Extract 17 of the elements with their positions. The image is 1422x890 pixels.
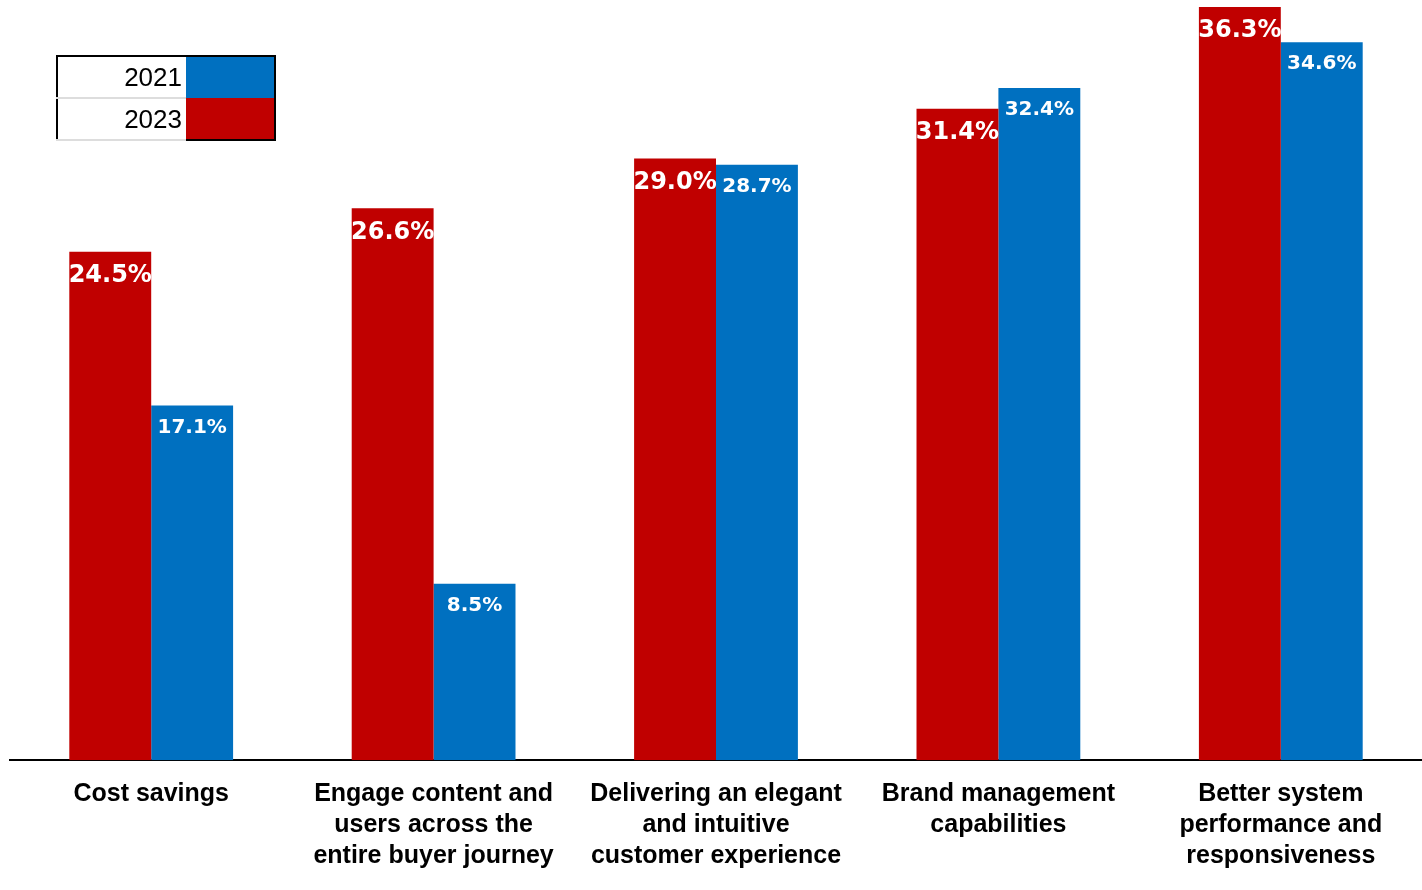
x-tick-label: Cost savings <box>73 777 229 806</box>
data-label: 31.4% <box>915 116 1000 145</box>
data-label: 32.4% <box>1004 96 1075 121</box>
data-label: 24.5% <box>68 260 152 289</box>
legend-label: 2023 <box>57 98 186 140</box>
legend-label: 2021 <box>57 56 186 98</box>
x-tick-label: Brand management capabilities <box>881 777 1116 838</box>
data-label: 34.6% <box>1287 50 1357 75</box>
x-tick-label: Engage content and users across the entire buyer journey <box>313 777 554 869</box>
x-tick-label: Better system performance and responsiveness <box>1179 777 1383 869</box>
data-label: 29.0% <box>633 166 717 195</box>
data-label: 36.3% <box>1198 15 1282 44</box>
data-label: 26.6% <box>351 216 435 245</box>
data-label: 17.1% <box>157 413 227 438</box>
data-label: 28.7% <box>722 172 792 197</box>
data-label: 8.5% <box>446 592 503 617</box>
x-tick-label: Delivering an elegant and intuitive customer experience <box>590 777 843 869</box>
